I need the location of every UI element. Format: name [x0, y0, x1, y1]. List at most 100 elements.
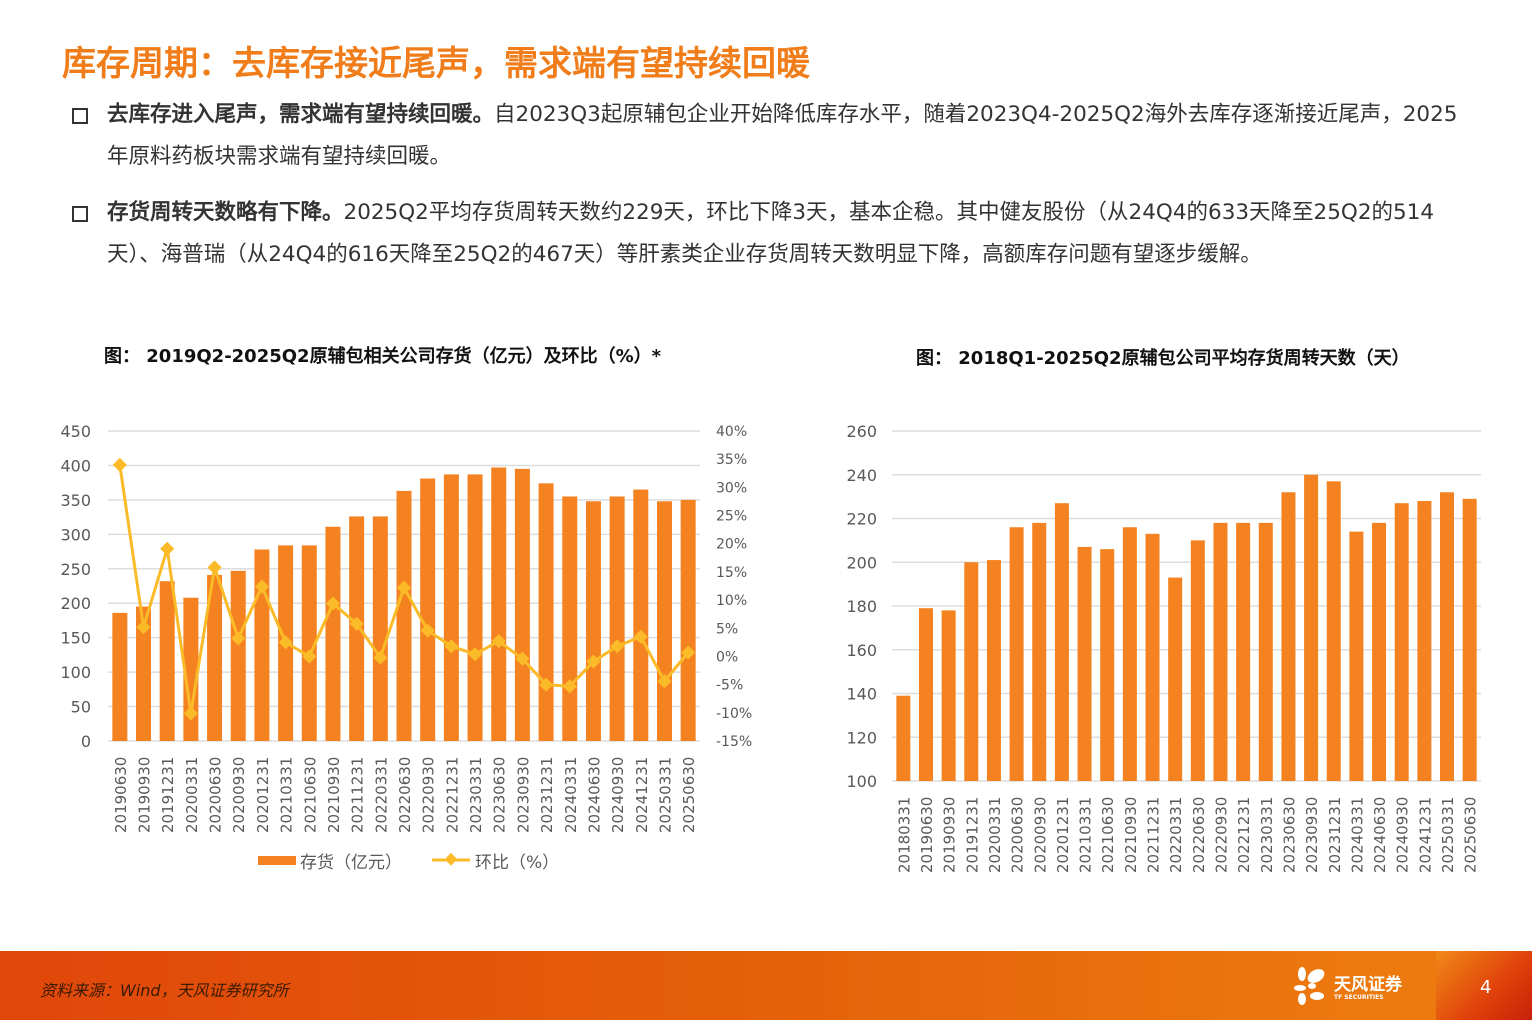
- x-tick-label: 20220331: [1167, 797, 1185, 873]
- x-tick-label: 20231231: [538, 757, 556, 833]
- y-tick-label: 200: [60, 594, 91, 613]
- bar-turnover-days: [918, 608, 933, 781]
- bar-inventory: [207, 574, 223, 741]
- line-marker: [207, 560, 222, 575]
- bar-inventory: [633, 489, 649, 741]
- x-tick-label: 20221231: [443, 757, 461, 833]
- source-note: 资料来源：Wind，天风证券研究所: [40, 981, 289, 1000]
- x-tick-label: 20210930: [325, 757, 343, 833]
- y-tick-label: 100: [846, 772, 877, 791]
- charts-canvas: 0 50 100 150 200 250 300 350 400 450 -15% -10% -5% 0%…: [60, 422, 1481, 873]
- line-marker: [254, 579, 269, 594]
- bar-turnover-days: [896, 695, 911, 781]
- line-marker: [112, 457, 127, 472]
- bar-inventory: [325, 526, 341, 741]
- legend-label-line: 环比（%）: [475, 853, 559, 873]
- y-tick-label: 200: [846, 553, 877, 572]
- y-tick-label: 300: [60, 525, 91, 544]
- x-tick-label: 20200930: [230, 757, 248, 833]
- x-tick-label: 20241231: [633, 757, 651, 833]
- bar-turnover-days: [1440, 492, 1455, 781]
- bar-inventory: [420, 478, 436, 741]
- x-tick-label: 20200630: [207, 757, 225, 833]
- square-bullet-icon: [72, 206, 88, 222]
- line-marker: [586, 654, 601, 669]
- line-marker: [136, 620, 151, 635]
- line-marker: [633, 629, 648, 644]
- bullet-text: 2025Q2平均存货周转天数约229天，环比下降3天，基本企稳。其中健友股份（从…: [107, 200, 1435, 267]
- y-tick-label: 240: [846, 466, 877, 485]
- x-tick-label: 20250331: [1439, 797, 1457, 873]
- legend-marker: [444, 852, 458, 866]
- line-marker: [610, 639, 625, 654]
- line-marker: [160, 541, 175, 556]
- x-tick-label: 20211231: [1145, 797, 1163, 873]
- x-tick-label: 20200630: [1009, 797, 1027, 873]
- x-tick-label: 20210630: [301, 757, 319, 833]
- bar-turnover-days: [964, 562, 979, 781]
- x-tick-label: 20220630: [396, 757, 414, 833]
- bar-inventory: [159, 581, 175, 741]
- x-tick-label: 20230930: [1303, 797, 1321, 873]
- bar-inventory: [443, 474, 459, 741]
- x-tick-label: 20200930: [1031, 797, 1049, 873]
- x-tick-label: 20250630: [680, 757, 698, 833]
- x-tick-label: 20210930: [1122, 797, 1140, 873]
- y-tick-label: 150: [60, 629, 91, 648]
- bar-turnover-days: [1100, 549, 1115, 781]
- line-marker: [302, 649, 317, 664]
- y2-tick-label: 5%: [716, 621, 738, 637]
- bar-turnover-days: [1168, 577, 1183, 781]
- bar-inventory: [562, 496, 578, 741]
- y2-tick-label: 30%: [716, 480, 747, 496]
- y2-tick-label: 25%: [716, 509, 747, 525]
- x-tick-label: 20220930: [1212, 797, 1230, 873]
- bar-inventory: [609, 496, 625, 741]
- line-marker: [396, 580, 412, 595]
- bar-turnover-days: [1372, 522, 1387, 781]
- page-title: 库存周期：去库存接近尾声，需求端有望持续回暖: [62, 44, 810, 84]
- page-number: 4: [1480, 977, 1492, 998]
- line-marker: [420, 623, 435, 638]
- tf-securities-logo: 天风证券 TF SECURITIES: [1292, 966, 1402, 1006]
- bullet-turnover: 存货周转天数略有下降。2025Q2平均存货周转天数约229天，环比下降3天，基本…: [72, 192, 1462, 276]
- y2-tick-label: 40%: [716, 424, 747, 440]
- bar-inventory: [396, 490, 412, 741]
- x-tick-label: 20200331: [183, 757, 201, 833]
- line-marker: [467, 647, 483, 662]
- x-tick-label: 20210630: [1099, 797, 1117, 873]
- x-tick-label: 20201231: [1054, 797, 1072, 873]
- bar-turnover-days: [1304, 474, 1319, 781]
- x-tick-label: 20201231: [254, 757, 272, 833]
- line-marker: [278, 635, 293, 650]
- x-tick-label: 20221231: [1235, 797, 1253, 873]
- x-tick-label: 20200331: [986, 797, 1004, 873]
- x-tick-label: 20191231: [159, 757, 177, 833]
- y2-tick-label: -5%: [716, 678, 743, 694]
- bar-turnover-days: [1326, 481, 1341, 781]
- line-marker: [657, 674, 672, 689]
- x-tick-label: 20240331: [1348, 797, 1366, 873]
- x-tick-label: 20191231: [963, 797, 981, 873]
- y-tick-label: 160: [846, 641, 877, 660]
- y-tick-label: 220: [846, 510, 877, 529]
- bar-inventory: [680, 499, 696, 741]
- bar-inventory: [491, 467, 507, 741]
- x-tick-label: 20220331: [372, 757, 390, 833]
- y2-tick-label: -15%: [716, 734, 752, 750]
- bullet-text: 自2023Q3起原辅包企业开始降低库存水平，随着2023Q4-2025Q2海外去…: [107, 102, 1458, 169]
- bar-inventory: [514, 468, 530, 741]
- y-tick-label: 0: [81, 732, 91, 751]
- x-tick-label: 20230630: [491, 757, 509, 833]
- bar-turnover-days: [1009, 527, 1024, 781]
- line-marker: [231, 631, 246, 646]
- bar-inventory: [538, 483, 554, 741]
- bar-inventory: [230, 570, 246, 741]
- bullet-destocking: 去库存进入尾声，需求端有望持续回暖。自2023Q3起原辅包企业开始降低库存水平，…: [72, 94, 1462, 178]
- footer: 资料来源：Wind，天风证券研究所 天风证券 TF SECURITIES 4: [0, 951, 1532, 1020]
- bar-turnover-days: [1349, 531, 1364, 781]
- line-marker: [681, 645, 696, 660]
- bar-turnover-days: [1190, 540, 1205, 781]
- y2-tick-label: 15%: [716, 565, 747, 581]
- square-bullet-icon: [72, 108, 88, 124]
